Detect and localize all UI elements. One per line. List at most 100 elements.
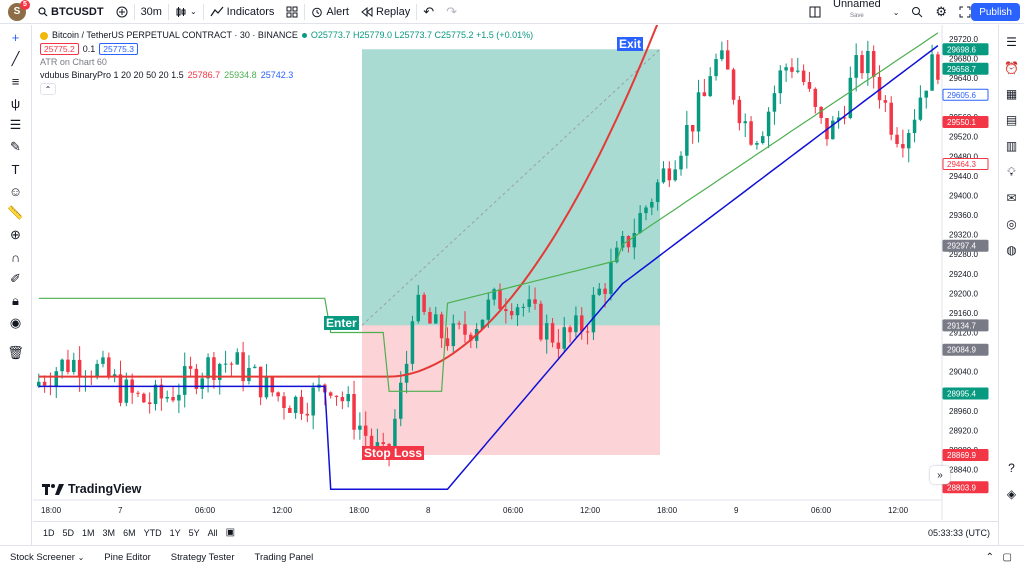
range-5y[interactable]: 5Y xyxy=(188,527,200,538)
brush-icon[interactable]: ✎ xyxy=(10,139,21,154)
price-chart[interactable]: 28800.028840.028880.028920.028960.029000… xyxy=(33,25,998,520)
candle-body xyxy=(544,323,549,340)
stop-loss-label[interactable]: Stop Loss xyxy=(362,446,425,460)
lock-icon[interactable]: 🔒︎ xyxy=(12,293,19,308)
calendar-icon[interactable]: ▥ xyxy=(1005,139,1018,153)
zoom-in-icon[interactable]: ⊕ xyxy=(10,227,21,242)
candles-icon xyxy=(176,6,186,17)
candle-body xyxy=(527,299,531,307)
alert-button[interactable]: Alert xyxy=(305,0,355,24)
price-label-box xyxy=(942,343,989,356)
chat-icon[interactable]: ✉ xyxy=(1006,191,1017,205)
publish-button[interactable]: Publish xyxy=(971,3,1020,21)
range-5d[interactable]: 5D xyxy=(62,527,75,538)
candle-body xyxy=(685,124,689,156)
bid-price[interactable]: 25775.2 xyxy=(40,43,79,55)
candle-body xyxy=(54,371,59,387)
stay-in-drawing-mode-icon[interactable]: ✐ xyxy=(10,271,21,286)
candle-body xyxy=(854,55,858,78)
settings-button[interactable]: ⚙ xyxy=(929,0,953,24)
range-ytd[interactable]: YTD xyxy=(143,527,162,538)
symbol-title[interactable]: Bitcoin / TetherUS PERPETUAL CONTRACT · … xyxy=(52,30,298,40)
horizontal-lines-icon[interactable]: ≡ xyxy=(11,73,20,89)
quick-search-icon xyxy=(912,7,923,18)
candle-body xyxy=(457,323,461,325)
layers-icon[interactable]: ◈ xyxy=(1006,487,1017,501)
templates-button[interactable] xyxy=(280,0,304,24)
chart-type-button[interactable]: ⌄ xyxy=(169,0,203,24)
symbol-search[interactable]: BTCUSDT xyxy=(32,0,110,24)
tab-strategy-tester[interactable]: Strategy Tester xyxy=(170,552,235,563)
notifications-icon[interactable]: ◎ xyxy=(1006,217,1017,231)
emoji-icon[interactable]: ☺ xyxy=(8,183,23,199)
candle-body xyxy=(906,132,911,149)
data-window-icon[interactable]: ▦ xyxy=(1005,87,1018,101)
layout-menu-button[interactable]: ⌄ xyxy=(887,0,906,24)
price-tick: 29440.0 xyxy=(949,172,978,181)
tab-stock-screener[interactable]: Stock Screener ⌄ xyxy=(0,552,94,563)
price-tick: 28920.0 xyxy=(949,426,978,435)
candle-body xyxy=(498,289,502,310)
range-all[interactable]: All xyxy=(207,527,218,538)
candle-body xyxy=(690,124,695,132)
pitchfork-icon[interactable]: ψ xyxy=(10,95,21,111)
crosshair-icon[interactable]: + xyxy=(11,29,20,45)
candle-body xyxy=(293,396,298,413)
eye-icon[interactable]: ◉ xyxy=(9,315,22,330)
utc-clock[interactable]: 05:33:33 (UTC) xyxy=(927,527,990,538)
exit-label[interactable]: Exit xyxy=(617,37,644,51)
ruler-icon[interactable]: 📏 xyxy=(7,205,24,220)
atr-indicator-label[interactable]: ATR on Chart 60 xyxy=(40,57,107,67)
ask-price[interactable]: 25775.3 xyxy=(99,43,138,55)
watchlist-icon[interactable]: ☰ xyxy=(1006,35,1017,49)
indicators-button[interactable]: Indicators xyxy=(204,0,281,24)
tab-pine-editor[interactable]: Pine Editor xyxy=(104,552,151,563)
fullscreen-button[interactable] xyxy=(953,0,977,24)
candle-body xyxy=(591,294,596,333)
candle-body xyxy=(842,117,847,119)
range-3m[interactable]: 3M xyxy=(102,527,116,538)
indicator-label[interactable]: vdubus BinaryPro 1 20 20 50 20 1.5 xyxy=(40,70,184,80)
interval-button[interactable]: 30m xyxy=(135,0,168,24)
user-avatar[interactable]: S 5 xyxy=(8,0,30,21)
enter-label[interactable]: Enter xyxy=(324,316,359,330)
atr-row: ATR on Chart 60 xyxy=(40,57,533,68)
undo-button[interactable]: ↶ xyxy=(417,0,440,24)
fib-retracement-icon[interactable]: ☰ xyxy=(9,117,22,132)
goto-date-icon[interactable]: ▣ xyxy=(225,527,236,538)
replay-button[interactable]: Replay xyxy=(355,0,416,24)
magnet-icon[interactable]: ∩ xyxy=(10,249,21,265)
candle-body xyxy=(848,77,853,119)
alerts-icon[interactable]: ⏰ xyxy=(1004,61,1019,75)
help-icon[interactable]: ? xyxy=(1008,461,1015,475)
candle-body xyxy=(410,321,415,364)
time-tick: 7 xyxy=(118,506,123,515)
candle-body xyxy=(422,294,426,312)
maximize-panel-icon[interactable]: ▢ xyxy=(1002,552,1012,563)
hotlists-icon[interactable]: ▤ xyxy=(1005,113,1018,127)
scroll-to-realtime-button[interactable]: » xyxy=(930,466,950,484)
ideas-icon[interactable]: 💡︎ xyxy=(1007,164,1016,179)
layout-name-button[interactable]: Unnamed Save xyxy=(827,0,887,24)
candle-body xyxy=(270,376,275,393)
range-1d[interactable]: 1D xyxy=(43,527,55,538)
range-1y[interactable]: 1Y xyxy=(169,527,181,538)
price-label: 29084.9 xyxy=(947,346,976,355)
collapse-legend-button[interactable]: ⌃ xyxy=(40,83,56,95)
layout-grid-button[interactable] xyxy=(803,0,827,24)
candle-body xyxy=(836,117,841,121)
range-6m[interactable]: 6M xyxy=(123,527,136,538)
candle-body xyxy=(796,70,800,72)
quick-search-button[interactable] xyxy=(905,0,929,24)
trend-line-icon[interactable]: ╱ xyxy=(11,51,20,66)
tab-trading-panel[interactable]: Trading Panel xyxy=(254,552,314,563)
streams-icon[interactable]: ◍ xyxy=(1006,243,1017,257)
candle-body xyxy=(428,311,432,324)
range-1m[interactable]: 1M xyxy=(82,527,95,538)
collapse-panel-icon[interactable]: ⌃ xyxy=(985,552,994,563)
compare-symbol-button[interactable] xyxy=(110,0,134,24)
text-tool-icon[interactable]: T xyxy=(11,161,20,177)
redo-button[interactable]: ↷ xyxy=(440,0,463,24)
candle-body xyxy=(305,413,310,416)
trash-icon[interactable]: 🗑︎ xyxy=(7,345,24,360)
